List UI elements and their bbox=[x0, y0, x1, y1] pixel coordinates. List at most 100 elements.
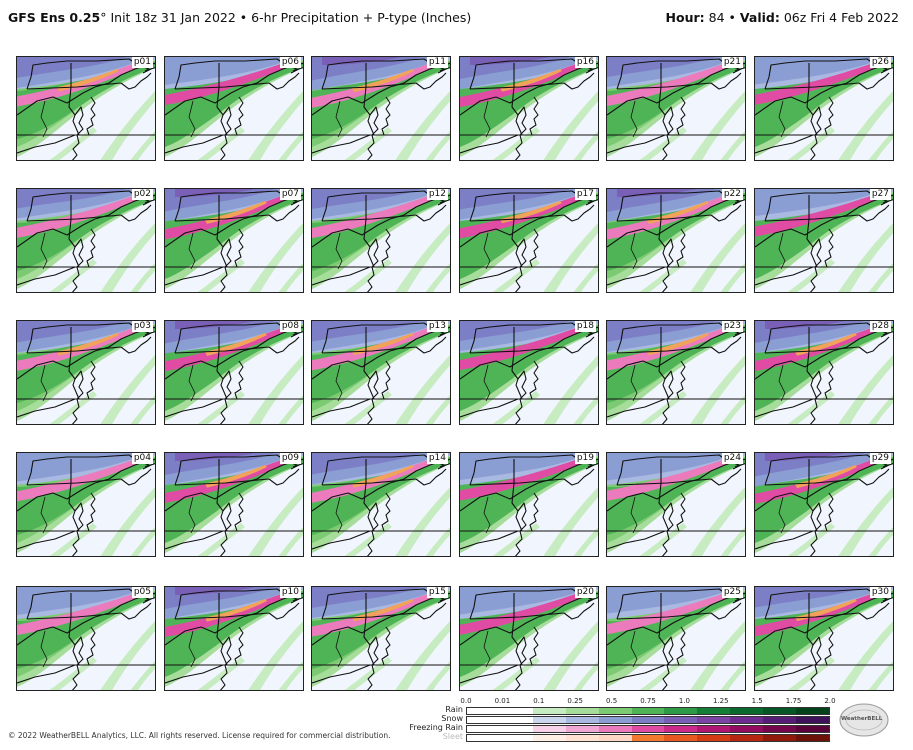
legend-color-cell bbox=[664, 708, 698, 714]
member-label: p26 bbox=[869, 57, 891, 68]
legend-color-cell bbox=[796, 726, 829, 732]
legend-color-cell bbox=[763, 708, 797, 714]
ensemble-member-panel: p09 bbox=[164, 452, 304, 557]
legend-color-cell bbox=[631, 726, 665, 732]
member-label: p19 bbox=[574, 453, 596, 464]
legend-tick-label: 0.5 bbox=[606, 697, 618, 705]
legend-tick-label: 0.01 bbox=[494, 697, 511, 705]
member-label: p01 bbox=[131, 57, 153, 68]
legend-tick-label: 1.75 bbox=[785, 697, 802, 705]
member-label: p06 bbox=[279, 57, 301, 68]
legend-color-cell bbox=[499, 708, 533, 714]
legend-tick-label: 1.0 bbox=[678, 697, 690, 705]
legend-color-cell bbox=[532, 726, 566, 732]
hour-label: Hour: bbox=[665, 10, 705, 25]
legend-color-cell bbox=[565, 708, 599, 714]
member-label: p21 bbox=[721, 57, 743, 68]
legend-color-cell bbox=[499, 726, 533, 732]
legend-color-cell bbox=[565, 735, 599, 741]
legend-ptype-label: Freezing Rain bbox=[409, 723, 463, 732]
ensemble-member-panel: p19 bbox=[459, 452, 599, 557]
member-label: p23 bbox=[721, 321, 743, 332]
legend-color-row bbox=[466, 707, 830, 715]
valid-time-title: Hour: 84 • Valid: 06z Fri 4 Feb 2022 bbox=[666, 10, 899, 25]
ensemble-member-panel: p18 bbox=[459, 320, 599, 425]
title-separator: • bbox=[239, 10, 248, 25]
member-label: p20 bbox=[574, 587, 596, 598]
degree-symbol: ° bbox=[100, 10, 107, 25]
ensemble-member-panel: p13 bbox=[311, 320, 451, 425]
legend-color-cell bbox=[796, 708, 829, 714]
legend-tick-label: 1.25 bbox=[713, 697, 729, 705]
member-label: p08 bbox=[279, 321, 301, 332]
member-label: p22 bbox=[721, 189, 743, 200]
member-label: p18 bbox=[574, 321, 596, 332]
legend-color-row bbox=[466, 734, 830, 742]
member-label: p28 bbox=[869, 321, 891, 332]
legend-color-cell bbox=[565, 726, 599, 732]
member-label: p17 bbox=[574, 189, 596, 200]
legend-color-cell bbox=[763, 735, 797, 741]
legend-tick-label: 0.0 bbox=[460, 697, 472, 705]
ensemble-member-panel: p28 bbox=[754, 320, 894, 425]
member-label: p10 bbox=[279, 587, 301, 598]
member-label: p16 bbox=[574, 57, 596, 68]
member-label: p07 bbox=[279, 189, 301, 200]
ensemble-member-panel: p04 bbox=[16, 452, 156, 557]
legend-color-cell bbox=[467, 717, 500, 723]
ensemble-member-panel: p20 bbox=[459, 586, 599, 691]
ensemble-member-panel: p21 bbox=[606, 56, 746, 161]
weatherbell-logo: WeatherBELL bbox=[838, 700, 890, 740]
legend-color-cell bbox=[598, 717, 632, 723]
legend-color-cell bbox=[664, 717, 698, 723]
member-label: p03 bbox=[131, 321, 153, 332]
legend-color-cell bbox=[598, 735, 632, 741]
ensemble-member-panel: p22 bbox=[606, 188, 746, 293]
legend-color-cell bbox=[532, 735, 566, 741]
ensemble-member-panel: p16 bbox=[459, 56, 599, 161]
init-time: Init 18z 31 Jan 2022 bbox=[110, 10, 236, 25]
member-label: p09 bbox=[279, 453, 301, 464]
legend-color-cell bbox=[532, 717, 566, 723]
product-title: GFS Ens 0.25° Init 18z 31 Jan 2022 • 6-h… bbox=[8, 10, 471, 25]
legend-ptype-label: Rain bbox=[445, 705, 463, 714]
legend-color-cell bbox=[763, 726, 797, 732]
ensemble-member-panel: p24 bbox=[606, 452, 746, 557]
legend-color-cell bbox=[697, 708, 731, 714]
legend-color-cell bbox=[467, 726, 500, 732]
legend-color-cell bbox=[697, 717, 731, 723]
member-label: p04 bbox=[131, 453, 153, 464]
legend-tick-label: 0.1 bbox=[533, 697, 545, 705]
legend-color-cell bbox=[730, 717, 764, 723]
member-label: p27 bbox=[869, 189, 891, 200]
product-name: 6-hr Precipitation + P-type (Inches) bbox=[251, 10, 472, 25]
valid-label: Valid: bbox=[739, 10, 780, 25]
header: GFS Ens 0.25° Init 18z 31 Jan 2022 • 6-h… bbox=[0, 0, 913, 34]
ensemble-member-panel: p02 bbox=[16, 188, 156, 293]
legend-color-row bbox=[466, 725, 830, 733]
legend-color-row bbox=[466, 716, 830, 724]
legend-color-cell bbox=[730, 735, 764, 741]
legend-color-cell bbox=[796, 735, 829, 741]
logo-text: WeatherBELL bbox=[841, 716, 883, 722]
legend-color-cell bbox=[697, 726, 731, 732]
ensemble-member-panel: p25 bbox=[606, 586, 746, 691]
ensemble-member-panel: p17 bbox=[459, 188, 599, 293]
ensemble-member-panel: p11 bbox=[311, 56, 451, 161]
ensemble-member-panel: p30 bbox=[754, 586, 894, 691]
ensemble-member-panel: p29 bbox=[754, 452, 894, 557]
ensemble-member-panel: p06 bbox=[164, 56, 304, 161]
member-label: p24 bbox=[721, 453, 743, 464]
legend-ptype-label: Sleet bbox=[442, 732, 463, 741]
legend-color-cell bbox=[499, 735, 533, 741]
legend-color-cell bbox=[730, 708, 764, 714]
legend-color-cell bbox=[499, 717, 533, 723]
legend-tick-label: 0.25 bbox=[567, 697, 583, 705]
ensemble-member-panel: p08 bbox=[164, 320, 304, 425]
legend-color-cell bbox=[664, 726, 698, 732]
ensemble-member-panel: p05 bbox=[16, 586, 156, 691]
member-label: p14 bbox=[426, 453, 448, 464]
precip-type-legend: 0.0 0.01 0.1 0.25 0.5 0.75 1.0 1.25 1.5 1.75 2.0 Ra… bbox=[400, 697, 836, 747]
ensemble-member-panel: p01 bbox=[16, 56, 156, 161]
member-label: p29 bbox=[869, 453, 891, 464]
